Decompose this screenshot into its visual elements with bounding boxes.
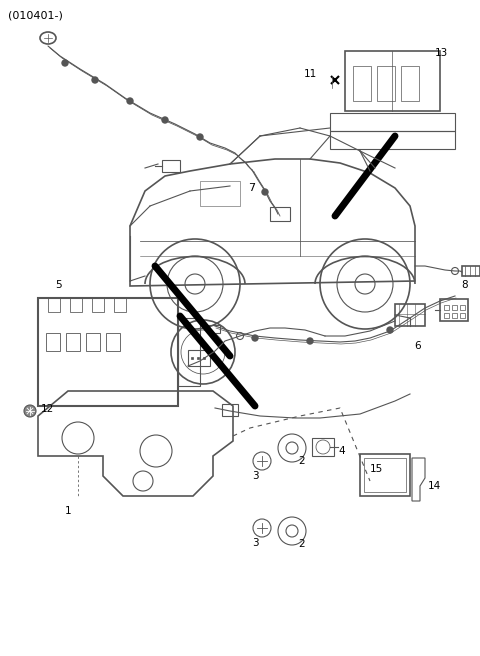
Text: (010401-): (010401-)	[8, 11, 63, 21]
Bar	[444, 313, 449, 318]
Text: 8: 8	[462, 280, 468, 290]
Bar	[452, 313, 457, 318]
Bar	[440, 299, 468, 321]
Circle shape	[24, 405, 36, 417]
Circle shape	[237, 333, 243, 340]
Circle shape	[62, 60, 68, 66]
Circle shape	[197, 134, 203, 140]
Bar	[92, 298, 104, 312]
Circle shape	[162, 117, 168, 123]
Text: 2: 2	[298, 539, 305, 549]
Bar	[188, 350, 210, 366]
Text: 5: 5	[55, 280, 61, 290]
Bar	[66, 333, 80, 351]
Bar	[444, 305, 449, 310]
Bar	[345, 51, 440, 111]
Bar	[452, 305, 457, 310]
Bar	[46, 333, 60, 351]
Circle shape	[307, 338, 313, 344]
Bar	[401, 66, 419, 101]
Text: 15: 15	[370, 464, 383, 474]
Bar	[395, 304, 425, 326]
Bar	[330, 131, 455, 149]
Bar	[222, 404, 238, 416]
Text: 3: 3	[252, 538, 258, 548]
Bar	[460, 305, 465, 310]
Circle shape	[252, 335, 258, 341]
Bar	[162, 160, 180, 172]
Bar	[462, 266, 480, 276]
Text: 3: 3	[252, 471, 258, 481]
Bar	[208, 325, 220, 333]
Text: 6: 6	[415, 341, 421, 351]
Bar	[364, 458, 406, 492]
Text: 12: 12	[41, 404, 54, 414]
Text: 4: 4	[338, 446, 345, 456]
Circle shape	[92, 77, 98, 83]
Bar	[330, 113, 455, 131]
Text: 2: 2	[298, 456, 305, 466]
Bar	[48, 298, 60, 312]
Text: 7: 7	[248, 183, 255, 193]
Bar	[178, 318, 200, 386]
Circle shape	[387, 327, 393, 333]
Bar	[38, 298, 178, 406]
Bar	[86, 333, 100, 351]
Bar	[106, 333, 120, 351]
Circle shape	[262, 189, 268, 195]
Bar	[312, 438, 334, 456]
Bar	[377, 66, 395, 101]
Bar	[70, 298, 82, 312]
Text: 11: 11	[303, 69, 317, 79]
Bar	[460, 313, 465, 318]
Bar	[200, 181, 240, 206]
Bar	[353, 66, 371, 101]
Bar	[360, 454, 410, 496]
Circle shape	[127, 98, 133, 104]
Bar	[270, 207, 290, 221]
Text: 13: 13	[435, 48, 448, 58]
Bar	[114, 298, 126, 312]
Circle shape	[452, 268, 458, 274]
Text: 1: 1	[65, 506, 72, 516]
Text: 14: 14	[428, 481, 441, 491]
